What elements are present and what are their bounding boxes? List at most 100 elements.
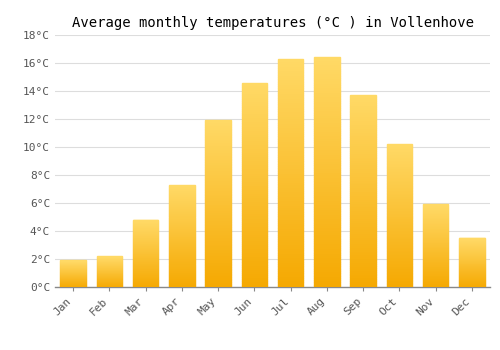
Bar xyxy=(314,241,340,243)
Bar xyxy=(206,262,231,264)
Bar xyxy=(278,104,303,107)
Bar xyxy=(423,285,448,286)
Bar xyxy=(314,57,340,60)
Bar xyxy=(314,218,340,220)
Bar xyxy=(242,240,267,242)
Bar xyxy=(169,247,194,248)
Bar xyxy=(206,209,231,210)
Bar xyxy=(314,266,340,269)
Bar xyxy=(278,266,303,269)
Bar xyxy=(133,266,158,267)
Bar xyxy=(206,242,231,244)
Bar xyxy=(242,254,267,256)
Bar xyxy=(423,247,448,248)
Bar xyxy=(459,247,484,248)
Bar xyxy=(206,182,231,184)
Bar xyxy=(133,278,158,279)
Bar xyxy=(206,202,231,204)
Bar xyxy=(206,230,231,232)
Bar xyxy=(386,204,412,205)
Bar xyxy=(350,241,376,243)
Bar xyxy=(278,278,303,280)
Bar xyxy=(314,170,340,172)
Bar xyxy=(350,164,376,166)
Bar xyxy=(314,259,340,262)
Bar xyxy=(242,222,267,224)
Bar xyxy=(350,262,376,264)
Bar xyxy=(314,204,340,206)
Bar xyxy=(386,216,412,217)
Bar xyxy=(169,223,194,224)
Bar xyxy=(350,251,376,252)
Bar xyxy=(423,272,448,273)
Bar xyxy=(206,235,231,237)
Bar xyxy=(242,211,267,214)
Bar xyxy=(169,241,194,242)
Bar xyxy=(242,170,267,173)
Bar xyxy=(278,141,303,143)
Bar xyxy=(314,78,340,80)
Bar xyxy=(278,285,303,287)
Bar xyxy=(423,266,448,267)
Bar xyxy=(169,243,194,244)
Bar xyxy=(314,140,340,142)
Bar xyxy=(169,257,194,258)
Bar xyxy=(386,271,412,273)
Bar xyxy=(133,228,158,229)
Bar xyxy=(350,208,376,210)
Bar xyxy=(242,142,267,144)
Bar xyxy=(386,270,412,271)
Bar xyxy=(169,282,194,283)
Bar xyxy=(206,147,231,149)
Bar xyxy=(314,110,340,112)
Bar xyxy=(350,204,376,206)
Bar xyxy=(278,66,303,68)
Bar xyxy=(278,244,303,246)
Bar xyxy=(459,278,484,279)
Bar xyxy=(278,113,303,116)
Bar xyxy=(278,173,303,175)
Bar xyxy=(278,216,303,218)
Bar xyxy=(350,122,376,124)
Bar xyxy=(386,176,412,177)
Bar xyxy=(350,143,376,145)
Bar xyxy=(459,243,484,244)
Bar xyxy=(423,243,448,244)
Bar xyxy=(350,174,376,176)
Bar xyxy=(169,208,194,209)
Bar xyxy=(350,101,376,103)
Bar xyxy=(386,144,412,146)
Bar xyxy=(386,190,412,191)
Bar xyxy=(278,132,303,134)
Bar xyxy=(386,230,412,231)
Bar xyxy=(278,246,303,248)
Bar xyxy=(386,231,412,233)
Bar xyxy=(314,230,340,232)
Bar xyxy=(314,232,340,234)
Bar xyxy=(206,232,231,234)
Bar xyxy=(133,240,158,241)
Bar xyxy=(278,143,303,146)
Bar xyxy=(278,116,303,118)
Bar xyxy=(169,276,194,277)
Bar xyxy=(423,275,448,276)
Bar xyxy=(314,66,340,69)
Bar xyxy=(242,250,267,252)
Bar xyxy=(314,278,340,280)
Bar xyxy=(133,239,158,240)
Bar xyxy=(459,239,484,240)
Bar xyxy=(242,121,267,124)
Bar xyxy=(278,191,303,194)
Bar xyxy=(350,128,376,130)
Bar xyxy=(350,97,376,99)
Bar xyxy=(459,284,484,285)
Bar xyxy=(459,249,484,250)
Bar xyxy=(242,275,267,277)
Bar xyxy=(278,196,303,198)
Bar xyxy=(206,179,231,180)
Bar xyxy=(206,205,231,207)
Bar xyxy=(386,266,412,267)
Bar xyxy=(169,246,194,247)
Bar xyxy=(314,97,340,99)
Bar xyxy=(386,227,412,229)
